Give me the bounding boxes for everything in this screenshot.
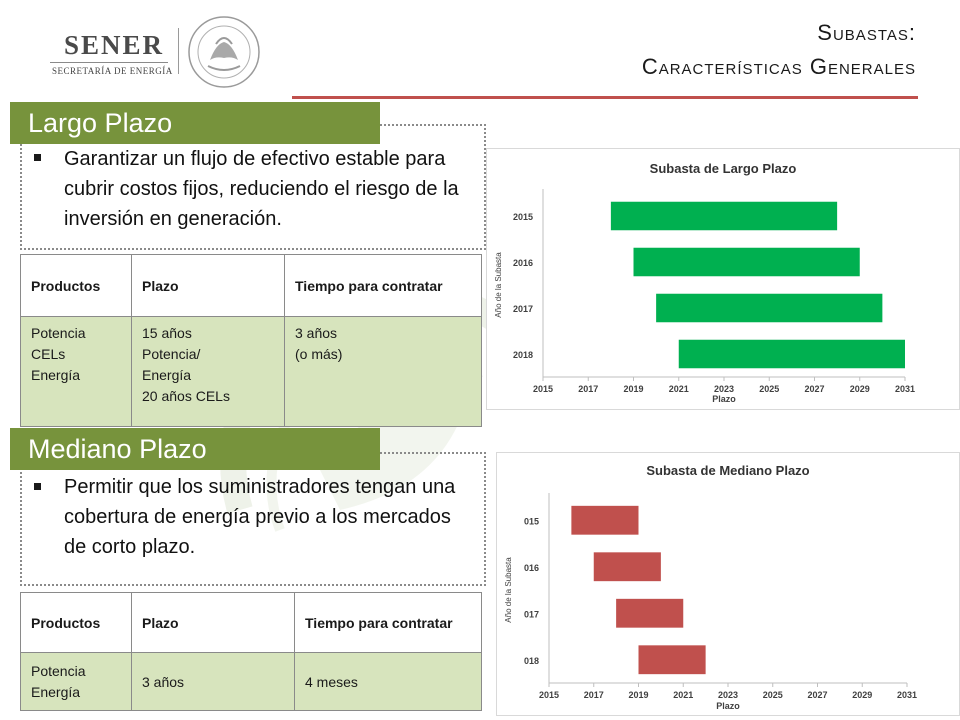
table-cell-plazo: 3 años	[131, 652, 295, 711]
largo-plazo-tag: Largo Plazo	[10, 102, 380, 144]
page-title: Subastas: Características Generales	[642, 16, 916, 84]
chart-bar	[656, 293, 883, 323]
y-tick-label: 018	[524, 656, 539, 666]
x-tick-label: 2025	[759, 384, 779, 394]
y-tick-label: 2016	[513, 258, 533, 268]
mediano-plazo-table: Productos Plazo Tiempo para contratar Po…	[20, 592, 482, 711]
chart-bar	[571, 505, 639, 535]
x-tick-label: 2029	[852, 690, 872, 700]
y-tick-label: 2018	[513, 350, 533, 360]
chart-bar	[610, 201, 838, 231]
table-cell-productos: Potencia Energía	[20, 652, 132, 711]
x-tick-label: 2017	[578, 384, 598, 394]
x-tick-label: 2031	[897, 690, 917, 700]
table-header-plazo: Plazo	[131, 254, 285, 317]
chart-bar	[638, 645, 706, 675]
y-tick-label: 016	[524, 563, 539, 573]
chart-bar	[616, 598, 684, 628]
x-tick-label: 2031	[895, 384, 915, 394]
logo-divider-line	[50, 62, 168, 63]
sener-logo-text: SENER	[64, 30, 165, 60]
mediano-bullet-icon	[34, 483, 41, 490]
chart-bar	[678, 339, 905, 369]
largo-plazo-chart: Subasta de Largo Plazo 2015 2016 2017 2018 20…	[494, 161, 915, 404]
table-cell-productos: Potencia CELs Energía	[20, 316, 132, 427]
table-cell-tiempo: 3 años (o más)	[284, 316, 482, 427]
table-cell-tiempo: 4 meses	[294, 652, 482, 711]
y-axis-title: Año de la Subasta	[504, 557, 513, 623]
table-cell-plazo: 15 años Potencia/ Energía 20 años CELs	[131, 316, 285, 427]
largo-plazo-chart-panel: Subasta de Largo Plazo 2015 2016 2017 2018 20…	[486, 148, 960, 410]
x-tick-label: 2023	[718, 690, 738, 700]
x-tick-label: 2019	[628, 690, 648, 700]
table-header-productos: Productos	[20, 254, 132, 317]
x-tick-label: 2021	[669, 384, 689, 394]
x-axis-title: Plazo	[716, 701, 740, 711]
x-tick-label: 2027	[804, 384, 824, 394]
x-tick-label: 2019	[623, 384, 643, 394]
chart-bar	[633, 247, 860, 277]
y-tick-label: 017	[524, 609, 539, 619]
title-line-2: Características Generales	[641, 54, 916, 79]
table-header-tiempo: Tiempo para contratar	[294, 592, 482, 653]
y-axis-title: Año de la Subasta	[494, 252, 503, 318]
chart-bar	[593, 552, 661, 582]
table-header-productos: Productos	[20, 592, 132, 653]
mediano-plazo-chart-panel: Subasta de Mediano Plazo 015 016 017 018 2015…	[496, 452, 960, 716]
x-tick-label: 2023	[714, 384, 734, 394]
chart-title: Subasta de Mediano Plazo	[646, 463, 809, 478]
x-tick-label: 2029	[850, 384, 870, 394]
mexico-seal-icon	[188, 16, 260, 88]
sener-logo-subtitle: SECRETARÍA DE ENERGÍA	[52, 66, 173, 76]
largo-bullet-icon	[34, 154, 41, 161]
x-tick-label: 2015	[539, 690, 559, 700]
x-tick-label: 2017	[584, 690, 604, 700]
mediano-bullet-text: Permitir que los suministradores tengan …	[64, 476, 456, 558]
x-axis-title: Plazo	[712, 394, 736, 404]
table-header-plazo: Plazo	[131, 592, 295, 653]
x-tick-label: 2027	[807, 690, 827, 700]
y-tick-label: 2015	[513, 212, 533, 222]
x-tick-label: 2025	[763, 690, 783, 700]
largo-plazo-table: Productos Plazo Tiempo para contratar Po…	[20, 254, 482, 427]
y-tick-label: 015	[524, 516, 539, 526]
y-tick-label: 2017	[513, 304, 533, 314]
mediano-plazo-tag: Mediano Plazo	[10, 428, 380, 470]
logo-separator	[178, 28, 179, 74]
largo-bullet-text: Garantizar un flujo de efectivo estable …	[64, 148, 459, 230]
title-underline	[292, 96, 918, 99]
chart-title: Subasta de Largo Plazo	[650, 161, 797, 176]
title-line-1: Subastas:	[817, 20, 916, 45]
table-header-tiempo: Tiempo para contratar	[284, 254, 482, 317]
x-tick-label: 2021	[673, 690, 693, 700]
x-tick-label: 2015	[533, 384, 553, 394]
mediano-plazo-chart: Subasta de Mediano Plazo 015 016 017 018 2015…	[504, 463, 917, 711]
